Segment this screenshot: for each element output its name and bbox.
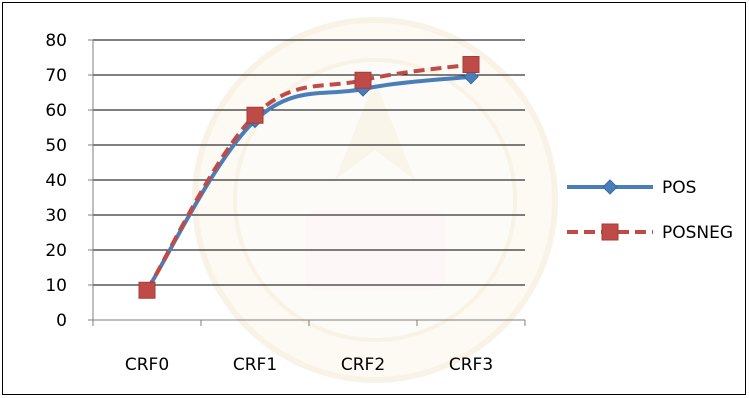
y-tick-label: 60 — [45, 101, 67, 121]
y-tick-label: 70 — [45, 66, 67, 86]
legend-marker-posneg — [601, 223, 619, 241]
x-axis-tick-labels: CRF0 CRF1 CRF2 CRF3 — [125, 355, 493, 375]
y-tick-label: 80 — [45, 31, 67, 51]
series-line-pos — [145, 74, 472, 292]
data-point-posneg — [354, 71, 372, 89]
y-tick-label: 30 — [45, 206, 67, 226]
series-pos — [139, 69, 479, 298]
legend-marker-pos — [602, 179, 618, 195]
y-tick-label: 50 — [45, 136, 67, 156]
axes — [88, 39, 526, 326]
legend-item-pos: POS — [567, 178, 696, 198]
legend-item-posneg: POSNEG — [567, 223, 733, 243]
series-line-posneg — [145, 62, 472, 292]
y-tick-label: 40 — [45, 171, 67, 191]
x-tick-label: CRF1 — [233, 355, 277, 375]
data-point-posneg — [462, 56, 480, 73]
series-posneg — [138, 56, 480, 299]
x-tick-label: CRF3 — [449, 355, 493, 375]
y-axis-tick-labels: 0 10 20 30 40 50 60 70 80 — [45, 31, 67, 331]
y-tick-label: 10 — [45, 276, 67, 296]
legend-label-pos: POS — [662, 178, 696, 198]
x-tick-label: CRF0 — [125, 355, 169, 375]
y-tick-label: 0 — [56, 311, 67, 331]
legend: POS POSNEG — [567, 178, 733, 243]
gridlines — [93, 39, 525, 286]
data-point-posneg — [246, 106, 264, 124]
x-tick-label: CRF2 — [341, 355, 385, 375]
y-tick-label: 20 — [45, 241, 67, 261]
legend-label-posneg: POSNEG — [662, 223, 733, 243]
data-point-posneg — [138, 281, 156, 299]
series-lines — [138, 56, 480, 299]
data-point-pos — [463, 69, 479, 85]
